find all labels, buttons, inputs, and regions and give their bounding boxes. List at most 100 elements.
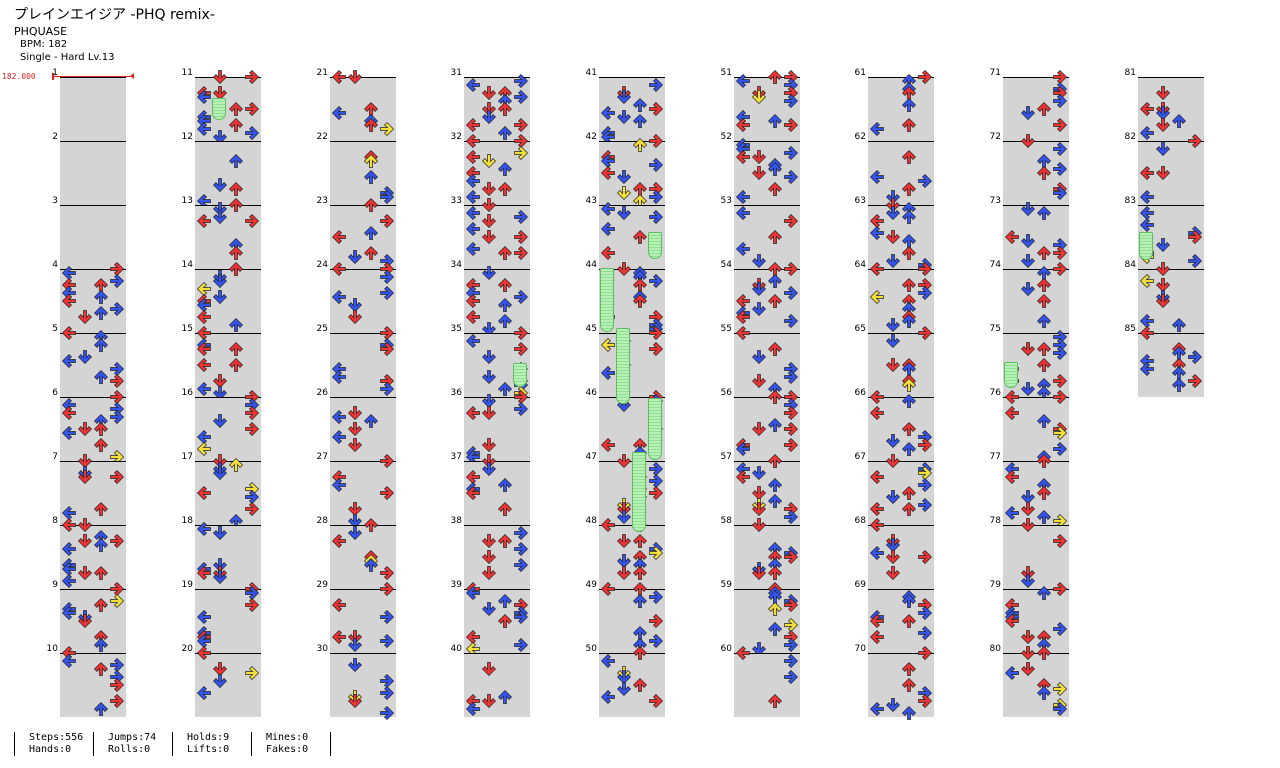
beat-stripe [464, 685, 530, 701]
holds-count: Holds:9 [187, 732, 230, 743]
down-arrow-icon [212, 385, 228, 401]
measure-line [60, 269, 126, 270]
measure-number: 80 [989, 644, 1001, 654]
up-arrow-icon [497, 689, 513, 705]
measure-line [1003, 141, 1069, 142]
right-arrow-icon [379, 705, 395, 721]
measure-line [464, 461, 530, 462]
beat-stripe [599, 349, 665, 365]
beat-stripe [330, 157, 396, 173]
left-arrow-icon [465, 293, 481, 309]
measure-line [868, 653, 934, 654]
up-arrow-icon [93, 437, 109, 453]
beat-stripe [195, 445, 261, 461]
beat-stripe [330, 573, 396, 589]
beat-stripe [330, 589, 396, 605]
measure-line [868, 333, 934, 334]
beat-stripe [1138, 381, 1204, 397]
beat-stripe [734, 333, 800, 349]
measure-number: 68 [854, 516, 866, 526]
beat-stripe [195, 589, 261, 605]
up-arrow-icon [228, 117, 244, 133]
left-arrow-icon [735, 645, 751, 661]
beat-stripe [734, 653, 800, 669]
beat-stripe [734, 381, 800, 397]
measure-number: 59 [720, 580, 732, 590]
measure-number: 10 [46, 644, 58, 654]
hold-note [212, 98, 226, 120]
beat-stripe [60, 493, 126, 509]
right-arrow-icon [109, 301, 125, 317]
beat-stripe [1138, 173, 1204, 189]
down-arrow-icon [616, 89, 632, 105]
measure-number: 46 [585, 388, 597, 398]
down-arrow-icon [751, 421, 767, 437]
beat-stripe [1138, 221, 1204, 237]
measure-number: 14 [181, 260, 193, 270]
beat-stripe [868, 589, 934, 605]
up-arrow-icon [767, 693, 783, 709]
left-arrow-icon [1139, 313, 1155, 329]
measure-line [330, 141, 396, 142]
right-arrow-icon [379, 213, 395, 229]
down-arrow-icon [212, 85, 228, 101]
beat-stripe [734, 125, 800, 141]
right-arrow-icon [1052, 621, 1068, 637]
measure-number: 8 [52, 516, 58, 526]
beat-stripe [1138, 157, 1204, 173]
down-arrow-icon [212, 453, 228, 469]
left-arrow-icon [600, 365, 616, 381]
up-arrow-icon [93, 537, 109, 553]
measure-number: 17 [181, 452, 193, 462]
left-arrow-icon [331, 597, 347, 613]
beat-stripe [330, 653, 396, 669]
beat-stripe [464, 541, 530, 557]
measure-line [868, 525, 934, 526]
beat-stripe [195, 493, 261, 509]
beat-stripe [60, 653, 126, 669]
right-arrow-icon [783, 549, 799, 565]
beat-stripe [868, 141, 934, 157]
left-arrow-icon [61, 573, 77, 589]
measure-line [734, 333, 800, 334]
beat-stripe [1003, 685, 1069, 701]
left-arrow-icon [61, 405, 77, 421]
beat-stripe [1138, 333, 1204, 349]
up-arrow-icon [1036, 277, 1052, 293]
measure-number: 36 [450, 388, 462, 398]
measure-number: 2 [52, 132, 58, 142]
beat-stripe [734, 301, 800, 317]
down-arrow-icon [1155, 85, 1171, 101]
down-arrow-icon [481, 693, 497, 709]
hold-note [1004, 362, 1018, 388]
down-arrow-icon [481, 321, 497, 337]
up-arrow-icon [632, 97, 648, 113]
measure-number: 1 [52, 68, 58, 78]
measure-line [464, 269, 530, 270]
beat-stripe [195, 173, 261, 189]
right-arrow-icon [648, 589, 664, 605]
beat-stripe [464, 381, 530, 397]
beat-stripe [60, 685, 126, 701]
hold-note [1139, 232, 1153, 260]
beat-stripe [195, 461, 261, 477]
rolls-count: Rolls:0 [108, 744, 151, 755]
beat-stripe [599, 541, 665, 557]
beat-stripe [60, 429, 126, 445]
measure-line [1138, 77, 1204, 78]
down-arrow-icon [1020, 105, 1036, 121]
beat-stripe [464, 301, 530, 317]
beat-stripe [599, 189, 665, 205]
left-arrow-icon [1004, 505, 1020, 521]
beat-stripe [599, 93, 665, 109]
beat-stripe [1003, 637, 1069, 653]
beat-stripe [330, 93, 396, 109]
beat-stripe [330, 445, 396, 461]
beat-stripe [1003, 301, 1069, 317]
right-arrow-icon [648, 633, 664, 649]
beat-stripe [734, 349, 800, 365]
right-arrow-icon [513, 609, 529, 625]
beat-stripe [60, 637, 126, 653]
down-arrow-icon [212, 289, 228, 305]
down-arrow-icon [1020, 489, 1036, 505]
